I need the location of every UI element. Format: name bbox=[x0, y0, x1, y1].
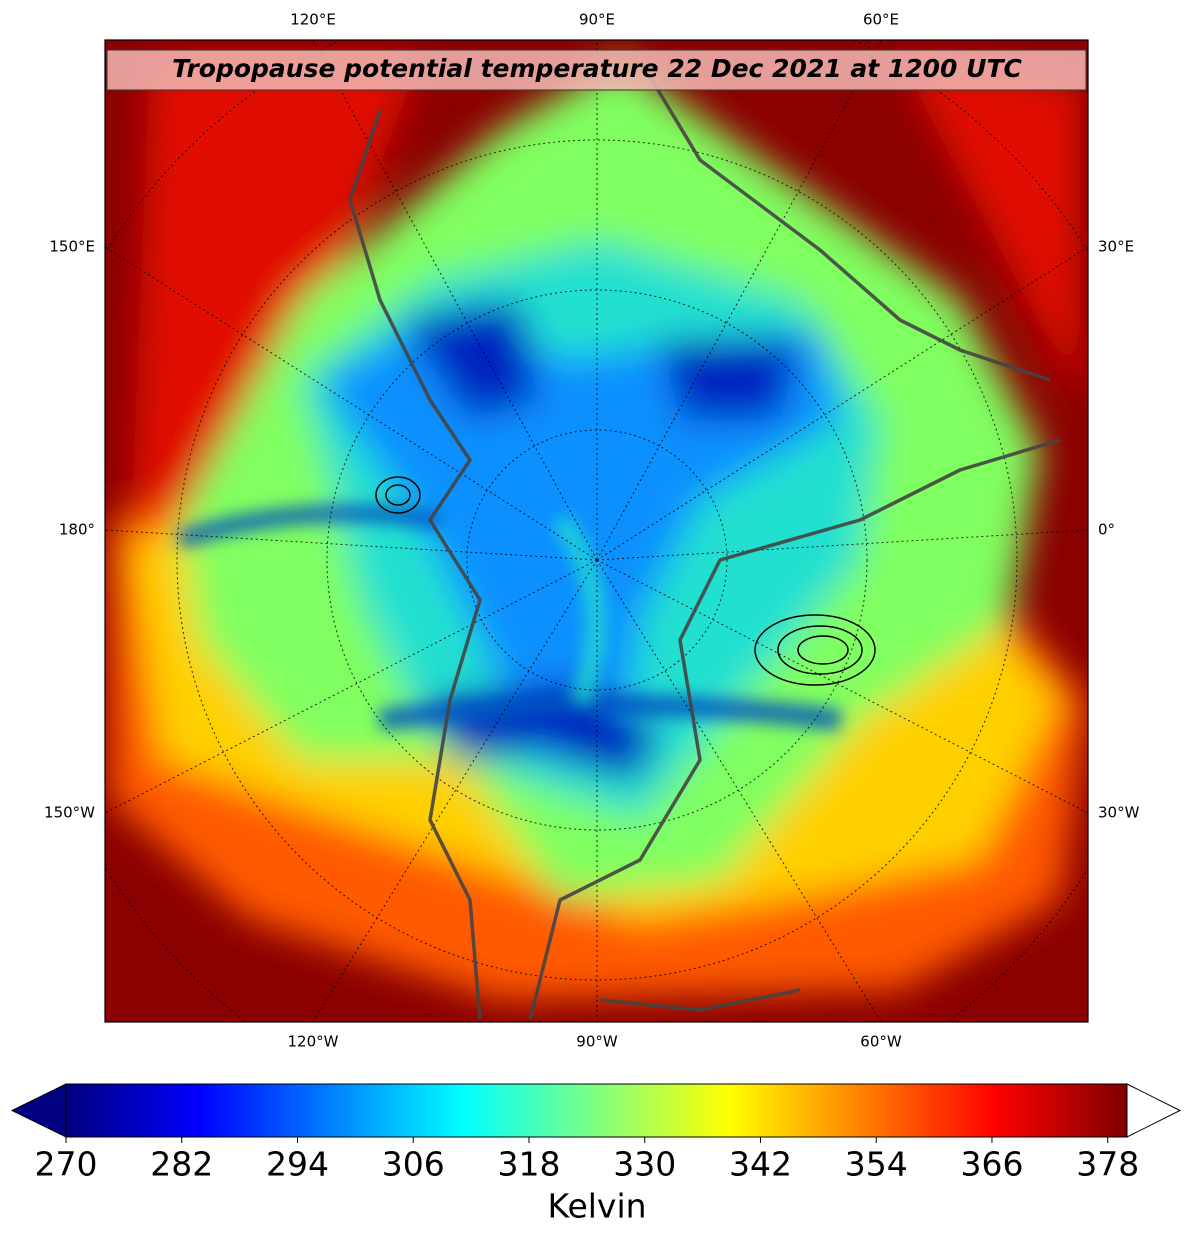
colorbar-tick-label: 270 bbox=[35, 1145, 98, 1184]
colorbar bbox=[66, 1084, 1127, 1137]
colorbar-tick-label: 354 bbox=[845, 1145, 908, 1184]
colorbar-tick-label: 330 bbox=[613, 1145, 676, 1184]
lon-label: 90°E bbox=[579, 11, 615, 29]
colorbar-extend-min bbox=[10, 1083, 67, 1138]
title-box bbox=[106, 49, 1087, 91]
colorbar-tick-label: 366 bbox=[960, 1145, 1023, 1184]
colorbar-label: Kelvin bbox=[547, 1187, 646, 1226]
colorbar-tick-label: 306 bbox=[382, 1145, 445, 1184]
lon-label: 150°W bbox=[44, 804, 95, 822]
colorbar-tick-label: 342 bbox=[729, 1145, 792, 1184]
lon-label: 150°E bbox=[49, 238, 95, 256]
lon-label: 120°W bbox=[288, 1033, 339, 1051]
colorbar-tick-label: 294 bbox=[266, 1145, 329, 1184]
lon-label: 30°E bbox=[1098, 238, 1134, 256]
lon-label: 120°E bbox=[290, 11, 336, 29]
lon-label: 60°E bbox=[863, 11, 899, 29]
lon-label: 90°W bbox=[576, 1033, 618, 1051]
colorbar-tick-label: 318 bbox=[497, 1145, 560, 1184]
colorbar-extend-max bbox=[1126, 1083, 1182, 1138]
colorbar-tick-label: 282 bbox=[150, 1145, 213, 1184]
colorbar-frame bbox=[65, 1083, 1128, 1138]
title: Tropopause potential temperature 22 Dec … bbox=[172, 54, 1022, 83]
colorbar-tick-label: 378 bbox=[1076, 1145, 1139, 1184]
lon-label: 60°W bbox=[860, 1033, 902, 1051]
map-frame bbox=[104, 39, 1089, 1023]
lon-label: 0° bbox=[1098, 521, 1115, 539]
map-field bbox=[105, 40, 1088, 1022]
lon-label: 180° bbox=[59, 521, 95, 539]
lon-label: 30°W bbox=[1098, 804, 1140, 822]
